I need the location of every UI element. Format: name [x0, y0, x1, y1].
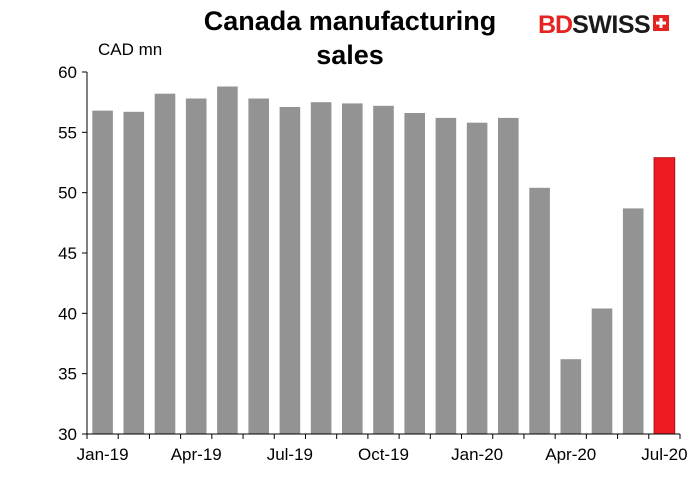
y-unit-label: CAD mn: [98, 40, 163, 59]
bars-group: [92, 86, 676, 435]
bar-jun-19: [248, 98, 269, 434]
bar-feb-20: [498, 117, 519, 435]
bar-jan-20: [466, 122, 488, 434]
bar-mar-20: [529, 187, 550, 434]
bar-aug-19: [310, 102, 332, 434]
bar-mar-19: [154, 93, 176, 434]
x-tick-label: Jan-19: [77, 445, 129, 464]
logo-swiss-text: SWISS: [572, 10, 651, 39]
y-tick-label: 50: [58, 184, 77, 203]
bar-jun-20: [622, 208, 644, 434]
x-tick-label: Jul-19: [267, 445, 313, 464]
y-tick-label: 55: [58, 123, 77, 142]
x-tick-label: Jan-20: [451, 445, 503, 464]
bar-nov-19: [404, 113, 425, 434]
bar-apr-19: [185, 98, 207, 434]
bar-apr-20: [560, 359, 582, 434]
x-tick-label: Apr-19: [171, 445, 222, 464]
x-tick-label: Apr-20: [545, 445, 596, 464]
chart-title: Canada manufacturing sales: [203, 6, 497, 70]
y-tick-label: 30: [58, 425, 77, 444]
x-tick-label: Jul-20: [641, 445, 687, 464]
bar-oct-19: [373, 105, 394, 435]
bdswiss-logo: BD SWISS: [538, 8, 670, 42]
logo-bd-text: BD: [538, 10, 573, 39]
bar-dec-19: [435, 117, 457, 435]
y-tick-label: 40: [58, 304, 77, 323]
y-tick-label: 35: [58, 365, 77, 384]
bar-may-19: [217, 86, 238, 434]
bar-jul-19: [279, 107, 301, 434]
swiss-cross-icon: [653, 15, 670, 31]
y-tick-label: 60: [58, 63, 77, 82]
bar-sep-19: [342, 103, 363, 435]
y-tick-label: 45: [58, 244, 77, 263]
axes-group: 30 35 40 45 50 55 60 Jan-19 Apr-19 Jul-19 Oct-19 Ja…: [58, 63, 687, 464]
bar-may-20: [591, 308, 613, 434]
bar-jan-19: [92, 110, 113, 434]
x-tick-label: Oct-19: [358, 445, 409, 464]
bar-feb-19: [123, 111, 145, 435]
bar-jul-20: [653, 157, 676, 435]
